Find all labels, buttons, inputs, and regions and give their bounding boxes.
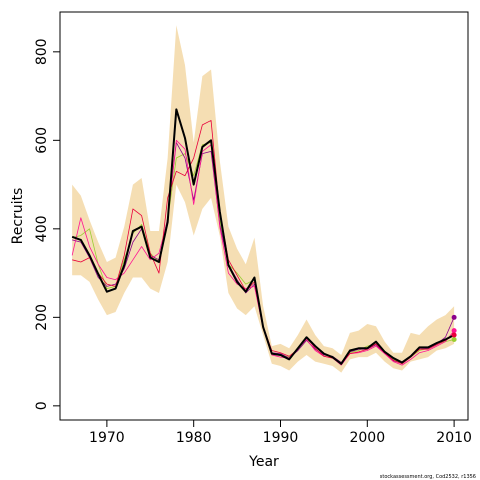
x-tick-label: 1990 — [263, 430, 299, 446]
x-axis-title: Year — [248, 454, 279, 470]
y-tick-label: 600 — [34, 127, 50, 154]
plot-frame — [59, 11, 469, 421]
x-tick-label: 2010 — [436, 430, 472, 446]
x-tick-label: 1970 — [89, 430, 125, 446]
credit-text: stockassessment.org, Cod2532, r1356 — [380, 474, 476, 480]
y-tick-label: 200 — [34, 304, 50, 331]
y-axis-title: Recruits — [10, 188, 26, 245]
endpoint-marker-2 — [451, 328, 457, 334]
endpoint-marker-1 — [451, 336, 457, 342]
y-axis: 0 200 400 600 800 — [34, 38, 60, 410]
endpoint-marker-4 — [451, 314, 457, 320]
endpoint-marker-3 — [451, 332, 457, 338]
x-tick-label: 2000 — [349, 430, 385, 446]
x-axis: 1970 1980 1990 2000 2010 — [89, 420, 472, 446]
confidence-band — [72, 25, 455, 373]
endpoint-layer — [451, 314, 457, 342]
y-tick-label: 800 — [34, 38, 50, 65]
series-layer — [71, 108, 455, 366]
x-tick-label: 1980 — [176, 430, 212, 446]
series-line-1 — [71, 108, 455, 365]
y-tick-label: 400 — [34, 215, 50, 242]
y-tick-label: 0 — [34, 401, 50, 410]
confidence-band-layer — [72, 25, 455, 373]
